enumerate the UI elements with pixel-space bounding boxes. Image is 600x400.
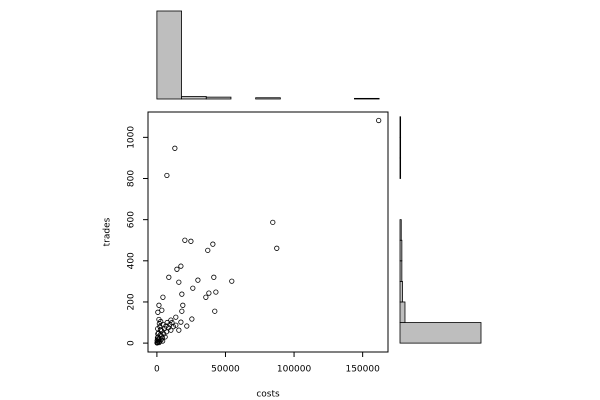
y-hist-bar [399, 322, 482, 344]
y-tick-label: 1000 [127, 126, 137, 149]
point [154, 340, 160, 346]
y-tick-label: 600 [127, 211, 137, 228]
point [180, 302, 186, 308]
y-hist-bar [399, 116, 402, 138]
point [203, 294, 209, 300]
point [178, 263, 184, 269]
point [156, 339, 162, 346]
point [166, 274, 172, 280]
point [179, 291, 185, 297]
point [274, 245, 280, 251]
point [154, 335, 161, 341]
x-tick-label: 50000 [211, 365, 240, 375]
point [179, 308, 185, 314]
point [164, 172, 170, 179]
point [178, 319, 184, 325]
point [165, 325, 172, 331]
point [206, 290, 212, 296]
plot-frame [147, 111, 389, 353]
point [189, 316, 195, 322]
point [188, 238, 194, 244]
point [182, 237, 188, 243]
point [173, 314, 179, 320]
x-axis-label: costs [256, 390, 280, 400]
point [174, 266, 180, 272]
x-hist-bar [354, 97, 380, 100]
y-hist-bar [399, 301, 406, 323]
x-tick-label: 0 [154, 365, 160, 375]
y-tick-label: 200 [127, 293, 137, 310]
point [176, 279, 182, 285]
x-hist-bar [255, 97, 281, 100]
y-hist-bar [399, 157, 402, 179]
x-tick-label: 100000 [277, 365, 312, 375]
point [195, 277, 201, 283]
point [156, 302, 162, 308]
point [205, 247, 211, 253]
point [170, 324, 176, 330]
point [162, 334, 168, 340]
point [172, 145, 178, 151]
y-axis-label: trades [103, 217, 113, 246]
y-tick-label: 0 [127, 340, 137, 346]
x-tick-label: 150000 [345, 365, 380, 375]
y-hist-bar [399, 280, 403, 303]
y-hist-bar [399, 136, 402, 159]
y-hist-bar [399, 219, 402, 241]
point [159, 307, 165, 313]
point [160, 294, 166, 300]
y-tick-label: 800 [127, 170, 137, 187]
point [210, 241, 216, 247]
point [190, 285, 196, 291]
point [213, 289, 219, 295]
point [157, 327, 164, 333]
point [229, 278, 235, 284]
x-hist-bar [181, 96, 207, 100]
point [212, 308, 218, 314]
point [176, 327, 182, 333]
x-hist-bar [156, 10, 182, 100]
point [155, 309, 161, 315]
point [270, 219, 276, 225]
y-hist-bar [399, 260, 403, 282]
point [184, 323, 190, 329]
x-hist-bar [205, 96, 232, 100]
point [211, 274, 217, 280]
y-tick-label: 400 [127, 252, 137, 269]
y-hist-bar [399, 239, 403, 262]
point [156, 316, 162, 323]
point [376, 117, 382, 124]
